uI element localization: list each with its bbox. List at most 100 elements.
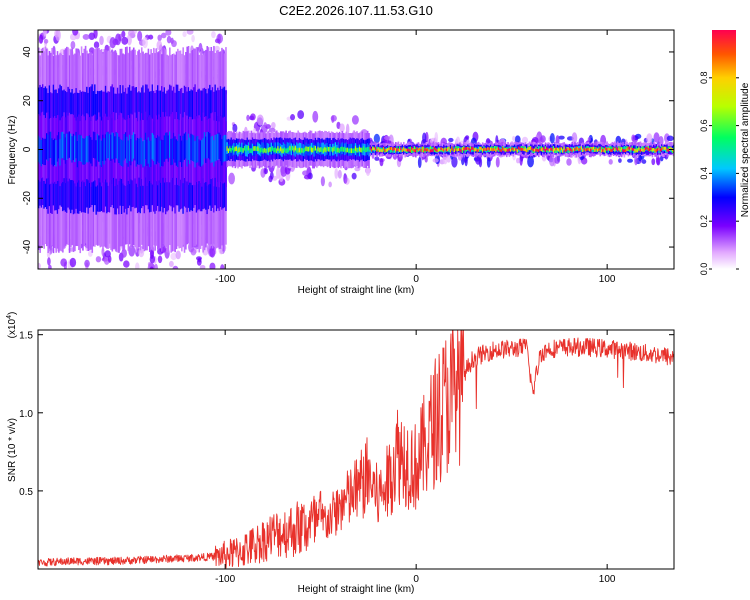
heatmap-cell [95, 140, 98, 167]
heatmap-cell [646, 146, 648, 155]
heatmap-blob [264, 168, 268, 175]
heatmap-cell [348, 148, 350, 154]
heatmap-blob [115, 33, 122, 46]
heatmap-cell [83, 138, 86, 165]
heatmap-cell [246, 145, 249, 157]
bottom-x-ticks: -100 0 100 [215, 330, 616, 585]
heatmap-cell [623, 146, 626, 151]
heatmap-cell [519, 147, 521, 151]
heatmap-cell [229, 146, 231, 152]
heatmap-cell [574, 148, 576, 152]
heatmap-cell [247, 145, 250, 151]
colorbar-gradient [712, 30, 736, 269]
heatmap-cell [344, 146, 346, 152]
heatmap-cell [475, 148, 477, 152]
heatmap-cell [638, 147, 640, 151]
heatmap-cell [505, 148, 508, 152]
heatmap-cell [317, 146, 320, 152]
heatmap-cell [400, 148, 402, 153]
heatmap-cell [78, 134, 80, 162]
heatmap-cell [127, 140, 130, 167]
heatmap-cell [554, 147, 556, 151]
heatmap-cell [567, 148, 570, 154]
heatmap-cell [385, 149, 388, 152]
heatmap-cell [409, 146, 412, 151]
y-scale-suffix: ) [7, 312, 18, 315]
heatmap-cell [70, 133, 72, 160]
heatmap-cell [456, 146, 459, 151]
heatmap-cell [417, 148, 420, 152]
heatmap-cell [487, 147, 489, 151]
heatmap-cell [370, 148, 373, 152]
heatmap-cell [550, 147, 552, 151]
heatmap-cell [239, 147, 242, 152]
heatmap-cell [667, 148, 670, 152]
heatmap-cell [227, 148, 230, 154]
heatmap-cell [393, 147, 396, 151]
bottom-x-tick-label: 100 [599, 574, 616, 585]
heatmap-cell [325, 147, 328, 153]
heatmap-cell [273, 147, 275, 153]
heatmap-blob [149, 255, 156, 264]
heatmap-blob [156, 40, 163, 51]
heatmap-cell [298, 147, 301, 153]
heatmap-cell [362, 146, 365, 151]
heatmap-blob [148, 34, 154, 40]
heatmap-cell [451, 146, 453, 150]
heatmap-cell [604, 146, 607, 150]
heatmap-blob [337, 169, 342, 179]
top-y-tick-label: 40 [22, 46, 33, 58]
heatmap-cell [599, 146, 602, 150]
heatmap-cell [469, 148, 472, 152]
heatmap-blob [121, 248, 127, 258]
heatmap-blob [72, 30, 79, 36]
heatmap-cell [102, 134, 104, 162]
heatmap-cell [524, 146, 527, 151]
heatmap-cell [178, 134, 180, 161]
heatmap-cell [357, 147, 360, 153]
heatmap-blob [88, 32, 96, 40]
heatmap-blob [93, 30, 98, 39]
heatmap-cell [481, 148, 484, 152]
heatmap-cell [328, 146, 330, 152]
heatmap-blob [121, 36, 129, 45]
heatmap-cell [523, 148, 525, 152]
heatmap-cell [512, 147, 515, 151]
heatmap-cell [166, 132, 168, 159]
heatmap-cell [86, 135, 88, 163]
heatmap-cell [429, 149, 432, 153]
heatmap-cell [169, 131, 171, 158]
heatmap-cell [480, 147, 483, 151]
heatmap-cell [515, 147, 517, 151]
heatmap-cell [249, 148, 251, 153]
heatmap-cell [266, 147, 269, 153]
heatmap-cell [130, 138, 132, 166]
heatmap-cell [43, 138, 45, 166]
heatmap-cell [413, 146, 416, 151]
heatmap-cell [658, 147, 660, 151]
heatmap-cell [199, 140, 202, 167]
heatmap-cell [562, 149, 564, 153]
heatmap-cell [190, 133, 193, 161]
top-y-tick-label: 0 [22, 146, 33, 152]
heatmap-cell [627, 146, 630, 150]
heatmap-cell [456, 148, 459, 152]
heatmap-cell [558, 148, 560, 152]
heatmap-cell [167, 135, 170, 162]
heatmap-cell [603, 149, 606, 153]
heatmap-blob [521, 136, 529, 144]
heatmap-blob [82, 33, 90, 40]
heatmap-blob [246, 114, 250, 122]
heatmap-cell [250, 148, 253, 154]
heatmap-cell [313, 146, 316, 152]
heatmap-cell [659, 148, 662, 152]
heatmap-cell [340, 146, 342, 152]
bottom-y-ticks: 0.5 1.0 1.5 [19, 331, 674, 498]
heatmap-cell [285, 148, 287, 154]
heatmap-cell [386, 148, 389, 151]
heatmap-cell [219, 134, 222, 162]
heatmap-cell [144, 132, 147, 160]
heatmap-cell [427, 148, 429, 152]
heatmap-blob [232, 123, 238, 133]
heatmap-cell [529, 146, 532, 150]
